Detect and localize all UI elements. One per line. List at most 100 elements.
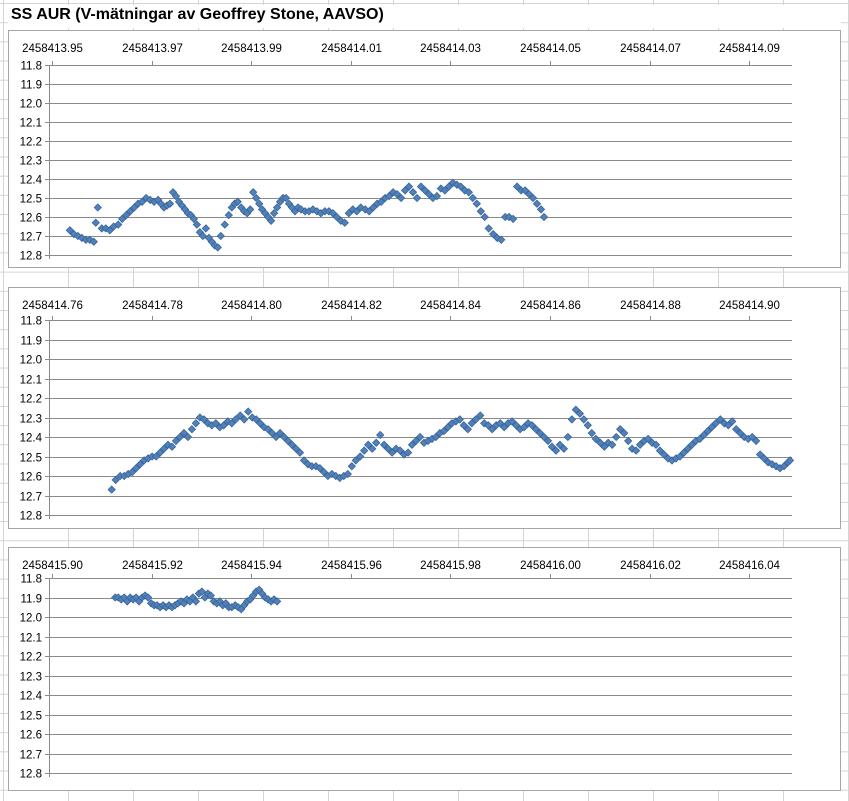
data-point — [555, 440, 565, 449]
data-point — [408, 188, 418, 197]
data-point — [287, 440, 297, 449]
data-point — [291, 444, 301, 453]
data-point — [114, 220, 123, 229]
data-point — [468, 193, 477, 203]
data-point — [707, 423, 716, 432]
data-point — [175, 432, 185, 442]
y-axis-tick-label: 12.3 — [20, 672, 42, 684]
data-point — [403, 448, 413, 457]
data-point — [659, 450, 669, 459]
y-axis-tick-label: 12.3 — [20, 156, 42, 168]
sheet-title: SS AUR (V-mätningar av Geoffrey Stone, A… — [11, 6, 384, 23]
data-point — [559, 444, 569, 453]
data-point — [272, 203, 282, 212]
x-axis-tick-label: 2458414.84 — [420, 300, 481, 312]
data-point — [211, 419, 220, 428]
data-point — [543, 436, 553, 446]
data-point — [484, 421, 493, 430]
data-point — [675, 452, 685, 461]
x-axis-tick-label: 2458414.09 — [719, 43, 780, 55]
x-axis-tick-label: 2458413.99 — [221, 43, 282, 55]
chart-night-1[interactable]: 11.8 11.9 12.0 12.1 12.2 12.3 12.4 12.5 12.6 12.7… — [8, 30, 841, 268]
data-point — [191, 419, 201, 428]
data-point — [183, 432, 193, 442]
y-axis-tick-label: 12.7 — [20, 750, 42, 762]
data-point — [463, 425, 472, 434]
data-point — [343, 469, 352, 479]
data-point — [716, 415, 725, 424]
data-point — [376, 430, 385, 440]
data-point — [159, 444, 169, 453]
data-point — [308, 205, 318, 214]
data-point — [647, 438, 657, 447]
data-point — [392, 190, 402, 199]
data-point — [315, 464, 325, 473]
data-point — [368, 444, 377, 453]
title-cell-background — [8, 5, 841, 28]
data-point — [587, 428, 596, 438]
data-point — [266, 216, 276, 225]
y-axis-tick-label: 12.7 — [20, 232, 42, 244]
data-point — [651, 440, 661, 449]
data-point — [236, 411, 245, 420]
data-point — [520, 186, 530, 195]
y-axis-tick-label: 11.9 — [20, 336, 42, 348]
data-point — [340, 218, 349, 227]
data-point — [575, 409, 585, 418]
data-point — [223, 417, 232, 426]
y-axis-tick-label: 11.8 — [20, 61, 42, 73]
x-axis-tick-label: 2458414.90 — [719, 300, 780, 312]
data-point — [379, 440, 389, 449]
data-point — [464, 188, 473, 197]
data-point — [488, 425, 497, 434]
data-point — [687, 440, 697, 449]
data-point — [137, 197, 147, 206]
data-point — [395, 446, 405, 455]
data-point — [269, 209, 279, 218]
data-point — [415, 432, 425, 442]
data-point — [281, 193, 291, 203]
data-point — [635, 440, 645, 449]
data-point — [351, 456, 360, 465]
data-point — [271, 432, 281, 442]
data-point — [171, 436, 181, 446]
data-point — [252, 193, 261, 203]
data-point — [431, 432, 441, 442]
data-point — [65, 226, 75, 235]
data-point — [547, 442, 557, 451]
data-point — [699, 430, 709, 440]
data-point — [155, 448, 165, 457]
data-point — [527, 421, 537, 430]
data-point — [165, 199, 175, 208]
y-axis-tick-label: 11.9 — [20, 594, 42, 606]
data-point — [467, 419, 476, 428]
chart-night-2[interactable]: 11.8 11.9 12.0 12.1 12.2 12.3 12.4 12.5 12.6 12.7… — [8, 287, 841, 529]
data-point — [249, 188, 258, 197]
data-point — [89, 237, 98, 246]
data-point — [711, 419, 720, 428]
data-point — [512, 182, 522, 191]
data-point — [420, 186, 430, 195]
data-point — [643, 434, 653, 444]
data-point — [759, 454, 769, 463]
y-axis-tick-label: 12.4 — [20, 175, 43, 187]
data-point — [532, 199, 542, 208]
data-point — [347, 462, 356, 471]
data-point — [785, 456, 795, 465]
data-point — [219, 421, 228, 430]
data-point — [703, 426, 712, 436]
data-point — [448, 178, 458, 187]
data-point — [608, 440, 617, 449]
data-point — [187, 425, 197, 434]
data-point — [620, 428, 629, 438]
data-point — [612, 432, 621, 442]
data-point — [396, 193, 406, 203]
data-point — [655, 446, 665, 455]
chart-night-3[interactable]: 11.8 11.9 12.0 12.1 12.2 12.3 12.4 12.5 12.6 12.7… — [8, 547, 841, 791]
data-point — [255, 419, 265, 428]
data-point — [591, 434, 600, 444]
data-point — [319, 467, 329, 477]
data-point — [360, 446, 369, 455]
data-point — [500, 423, 509, 432]
y-axis-tick-label: 12.0 — [20, 613, 42, 625]
